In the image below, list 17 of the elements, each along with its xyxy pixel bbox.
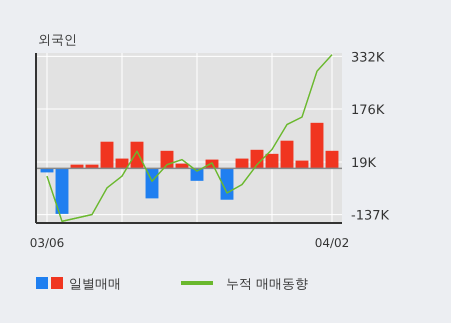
bar (326, 150, 338, 168)
bar (236, 158, 248, 168)
bar (220, 168, 234, 200)
y-tick-label: 332K (351, 50, 385, 66)
x-tick-label: 04/02 (314, 236, 350, 250)
y-tick-label: 19K (351, 156, 377, 171)
bar (280, 140, 294, 168)
bar (100, 142, 114, 168)
y-tick-label: 176K (351, 102, 385, 118)
legend-label: 일별매매 (69, 277, 121, 292)
chart-title: 외국인 (38, 33, 77, 48)
bar (310, 122, 324, 168)
bar (56, 168, 68, 214)
bar (266, 154, 278, 168)
legend-label: 누적 매매동향 (226, 277, 308, 292)
y-tick-label: -137K (351, 208, 390, 224)
x-tick-label: 03/06 (30, 236, 64, 250)
